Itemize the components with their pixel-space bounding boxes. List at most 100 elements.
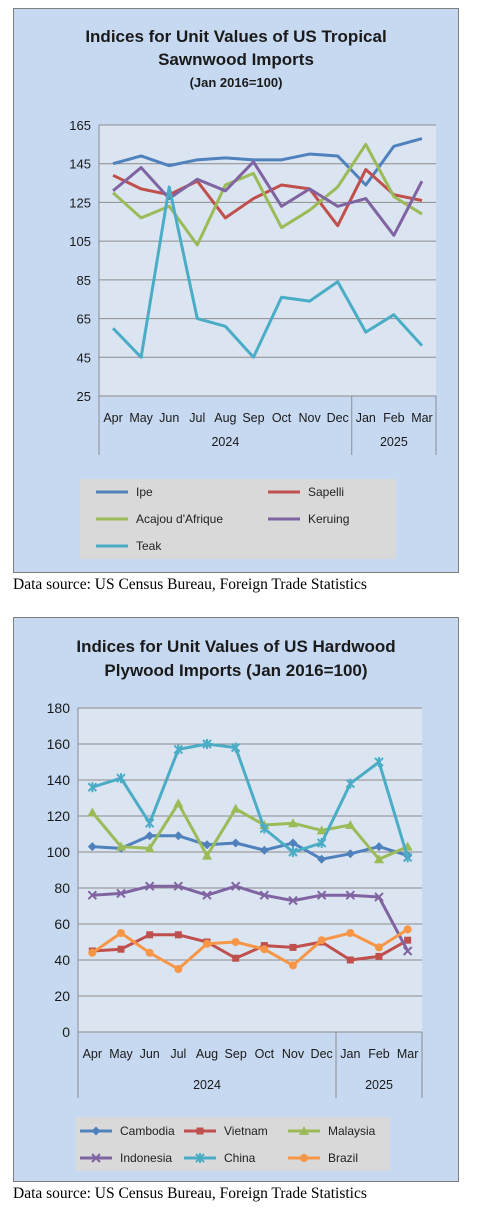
data-point-brazil	[317, 936, 326, 945]
year-label: 2025	[365, 1078, 393, 1092]
data-point-vietnam	[375, 952, 383, 960]
data-point-brazil	[174, 965, 183, 973]
chart-title: Indices for Unit Values of US Tropical S…	[14, 25, 458, 71]
legend-swatch	[80, 1153, 112, 1163]
legend-item-indonesia: Indonesia	[78, 1151, 172, 1165]
y-tick-label: 100	[47, 844, 71, 860]
legend-item-brazil: Brazil	[286, 1151, 358, 1165]
legend-item-cambodia: Cambodia	[78, 1124, 175, 1138]
chart-legend: Ipe Sapelli Acajou d'Afrique Keruing Teak	[80, 479, 396, 559]
y-tick-label: 20	[54, 988, 70, 1004]
series-line-ipe	[112, 137, 423, 187]
data-point-malaysia	[144, 843, 155, 853]
x-tick-label: Jun	[159, 411, 179, 425]
data-point-cambodia	[288, 838, 298, 848]
data-point-malaysia	[173, 798, 184, 808]
sawnwood-plot: 25 45 65 85 105 125 145 165 Apr May Jun Jul Aug Sep Oc…	[69, 118, 437, 455]
series-line-indonesia	[92, 884, 409, 952]
data-point-brazil	[346, 929, 355, 937]
data-point-vietnam	[232, 954, 240, 962]
data-source-note: Data source: US Census Bureau, Foreign T…	[13, 1185, 367, 1202]
data-point-cambodia	[345, 849, 355, 859]
legend-marker	[299, 1126, 309, 1135]
legend-swatch	[184, 1153, 216, 1163]
legend-label: Sapelli	[308, 485, 345, 499]
series-line-malaysia	[91, 801, 409, 861]
sawnwood-chart-panel: Indices for Unit Values of US Tropical S…	[13, 8, 459, 573]
chart-title-line-1: Indices for Unit Values of US Hardwood	[76, 637, 396, 656]
chart-title-line-2: Plywood Imports (Jan 2016=100)	[104, 661, 368, 680]
legend-swatch	[288, 1154, 320, 1162]
x-tick-label: Sep	[225, 1047, 247, 1061]
data-point-cambodia	[317, 854, 327, 864]
year-label: 2025	[380, 435, 408, 449]
data-point-china	[402, 852, 413, 863]
chart-title: Indices for Unit Values of US Hardwood P…	[14, 635, 458, 683]
y-tick-label: 125	[69, 195, 91, 210]
x-tick-label: Mar	[397, 1047, 419, 1061]
x-tick-label: Feb	[383, 411, 405, 425]
x-tick-label: Dec	[327, 411, 349, 425]
legend-label: Teak	[136, 539, 162, 553]
y-tick-label: 80	[54, 880, 70, 896]
legend-swatch	[96, 490, 128, 494]
y-tick-label: 45	[77, 350, 91, 365]
y-tick-label: 40	[54, 952, 70, 968]
data-point-malaysia	[202, 850, 212, 860]
legend-label: Brazil	[328, 1151, 359, 1165]
plywood-chart-panel: Indices for Unit Values of US Hardwood P…	[13, 617, 459, 1182]
data-point-vietnam	[404, 936, 412, 944]
data-point-indonesia	[173, 881, 184, 891]
y-tick-label: 85	[77, 273, 91, 288]
x-tick-label: Nov	[299, 411, 322, 425]
data-point-malaysia	[116, 841, 126, 851]
data-point-indonesia	[288, 895, 298, 906]
data-point-vietnam	[174, 931, 182, 939]
data-point-china	[87, 782, 98, 793]
legend-marker	[195, 1153, 205, 1163]
x-tick-label: Nov	[282, 1047, 305, 1061]
data-point-brazil	[403, 925, 412, 934]
data-point-china	[374, 757, 384, 767]
series-line-keruing	[112, 160, 424, 237]
x-tick-label: Jan	[340, 1047, 360, 1061]
data-point-malaysia	[288, 818, 298, 828]
y-tick-label: 160	[47, 736, 71, 752]
legend-item-ipe: Ipe	[94, 485, 153, 499]
data-point-indonesia	[259, 890, 270, 900]
legend-swatch	[80, 1126, 112, 1136]
legend-item-acajou-d-afrique: Acajou d'Afrique	[94, 512, 223, 526]
legend-swatch	[96, 544, 128, 548]
data-point-indonesia	[202, 890, 212, 900]
data-point-vietnam	[346, 956, 354, 964]
x-tick-label: Sep	[242, 411, 264, 425]
series-line-brazil	[91, 928, 409, 971]
series-line-china	[91, 742, 410, 858]
chart-title-line-2: Sawnwood Imports	[158, 50, 314, 69]
data-point-china	[288, 847, 298, 857]
x-tick-label: Apr	[103, 411, 122, 425]
data-point-cambodia	[202, 840, 212, 850]
legend-item-teak: Teak	[94, 539, 161, 553]
plot-area	[99, 125, 436, 396]
y-tick-label: 165	[69, 118, 91, 133]
data-point-china	[230, 742, 241, 753]
legend-label: Keruing	[308, 512, 350, 526]
chart-subtitle: (Jan 2016=100)	[189, 75, 283, 90]
x-tick-label: Oct	[255, 1047, 275, 1061]
y-tick-label: 65	[77, 312, 91, 327]
year-label: 2024	[193, 1078, 221, 1092]
x-tick-label: Jan	[356, 411, 376, 425]
x-tick-label: Jul	[189, 411, 205, 425]
data-point-indonesia	[230, 881, 241, 891]
legend-item-china: China	[182, 1151, 255, 1165]
x-tick-label: Oct	[272, 411, 292, 425]
legend-marker	[196, 1127, 204, 1135]
y-tick-label: 25	[77, 389, 91, 404]
x-tick-label: Aug	[196, 1047, 218, 1061]
data-point-china	[116, 773, 126, 784]
y-tick-label: 145	[69, 157, 91, 172]
data-point-indonesia	[345, 890, 356, 900]
y-tick-label: 120	[47, 808, 71, 824]
x-tick-label: Jul	[170, 1047, 186, 1061]
